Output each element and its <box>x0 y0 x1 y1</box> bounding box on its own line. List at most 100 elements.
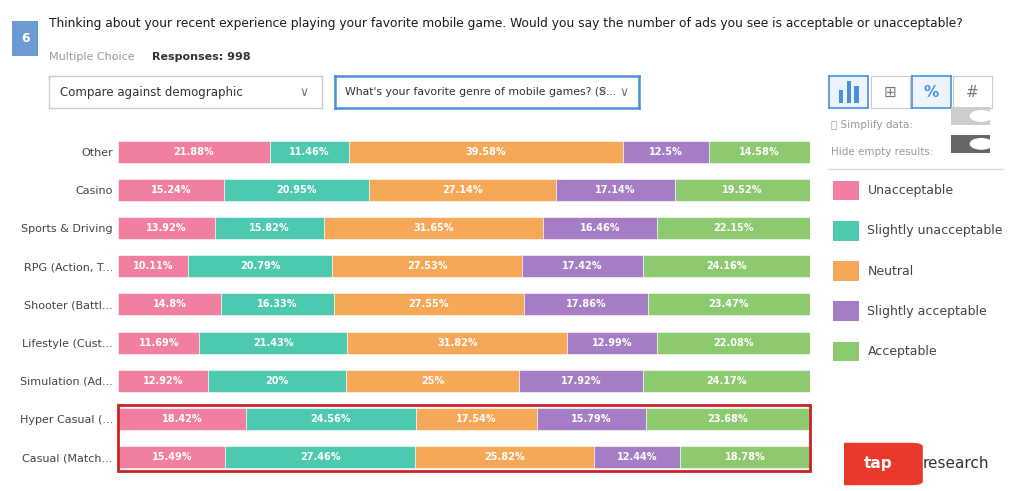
Text: 13.92%: 13.92% <box>146 223 186 233</box>
Text: 15.79%: 15.79% <box>571 414 611 424</box>
Text: 12.99%: 12.99% <box>592 338 633 348</box>
Bar <box>623 140 709 163</box>
Bar <box>118 405 810 471</box>
Bar <box>349 140 623 163</box>
Text: tap: tap <box>864 456 893 470</box>
Text: ∨: ∨ <box>619 85 629 99</box>
Text: 17.86%: 17.86% <box>566 300 606 309</box>
Text: 15.82%: 15.82% <box>249 223 289 233</box>
Bar <box>118 408 246 430</box>
Text: Slightly acceptable: Slightly acceptable <box>867 305 987 318</box>
Text: ✕: ✕ <box>598 87 607 97</box>
Bar <box>324 217 543 239</box>
Text: 12.5%: 12.5% <box>649 147 682 157</box>
Text: #: # <box>966 84 979 100</box>
Text: Neutral: Neutral <box>867 265 914 277</box>
Bar <box>118 140 270 163</box>
Text: 18.42%: 18.42% <box>162 414 203 424</box>
Text: 6: 6 <box>21 32 30 45</box>
Bar <box>200 331 348 354</box>
Bar <box>118 331 200 354</box>
Bar <box>368 179 557 201</box>
Text: 17.14%: 17.14% <box>595 185 636 195</box>
Bar <box>567 331 658 354</box>
Text: 20%: 20% <box>265 376 288 386</box>
Circle shape <box>970 110 992 121</box>
FancyBboxPatch shape <box>947 135 994 153</box>
Bar <box>657 217 810 239</box>
Bar <box>118 446 225 468</box>
Text: Multiple Choice: Multiple Choice <box>49 52 135 61</box>
Text: ∨: ∨ <box>299 85 309 99</box>
Text: What's your favorite genre of mobile games? (S...: What's your favorite genre of mobile gam… <box>345 87 615 97</box>
Bar <box>246 408 416 430</box>
Text: 27.46%: 27.46% <box>300 452 341 462</box>
Text: 18.78%: 18.78% <box>724 452 766 462</box>
Text: 25%: 25% <box>421 376 445 386</box>
Bar <box>643 370 810 392</box>
Text: ⓘ Simplify data:: ⓘ Simplify data: <box>831 120 914 130</box>
Circle shape <box>970 138 992 149</box>
Text: 19.52%: 19.52% <box>722 185 762 195</box>
Text: 22.08%: 22.08% <box>713 338 754 348</box>
Bar <box>118 293 220 316</box>
Text: 23.68%: 23.68% <box>708 414 748 424</box>
Text: Slightly unacceptable: Slightly unacceptable <box>867 224 1003 237</box>
Bar <box>118 255 188 277</box>
Bar <box>332 255 523 277</box>
Text: Unacceptable: Unacceptable <box>867 184 954 197</box>
Text: 27.14%: 27.14% <box>442 185 483 195</box>
Bar <box>416 446 594 468</box>
Bar <box>557 179 675 201</box>
Bar <box>223 179 368 201</box>
Text: %: % <box>924 84 938 100</box>
Text: 11.46%: 11.46% <box>289 147 329 157</box>
Text: 27.53%: 27.53% <box>406 261 448 271</box>
Bar <box>225 446 416 468</box>
Text: 17.54%: 17.54% <box>456 414 496 424</box>
Bar <box>847 81 851 103</box>
Text: Hide empty results:: Hide empty results: <box>831 147 934 157</box>
Text: 21.43%: 21.43% <box>253 338 293 348</box>
Bar <box>537 408 646 430</box>
Bar <box>188 255 332 277</box>
Text: 27.55%: 27.55% <box>409 300 449 309</box>
Bar <box>215 217 324 239</box>
Bar <box>709 140 810 163</box>
Bar <box>594 446 680 468</box>
Text: research: research <box>922 456 989 470</box>
Text: 12.92%: 12.92% <box>143 376 183 386</box>
Text: 17.92%: 17.92% <box>561 376 601 386</box>
Text: 21.88%: 21.88% <box>174 147 214 157</box>
Bar <box>118 179 223 201</box>
Bar <box>643 255 810 277</box>
Text: 31.82%: 31.82% <box>437 338 477 348</box>
Text: 15.24%: 15.24% <box>151 185 191 195</box>
Text: 14.8%: 14.8% <box>152 300 186 309</box>
Bar <box>519 370 643 392</box>
Bar <box>839 90 844 103</box>
Text: ⊞: ⊞ <box>884 84 896 100</box>
Bar <box>416 408 537 430</box>
FancyBboxPatch shape <box>833 443 923 485</box>
Bar <box>346 370 519 392</box>
Text: 16.33%: 16.33% <box>257 300 297 309</box>
Text: Acceptable: Acceptable <box>867 345 937 358</box>
Text: 14.58%: 14.58% <box>739 147 780 157</box>
Bar <box>543 217 657 239</box>
Bar <box>675 179 810 201</box>
Bar <box>348 331 567 354</box>
FancyBboxPatch shape <box>947 107 994 125</box>
Bar <box>647 293 810 316</box>
Text: 11.69%: 11.69% <box>139 338 179 348</box>
Text: 15.49%: 15.49% <box>151 452 192 462</box>
Bar <box>523 255 643 277</box>
Text: 24.56%: 24.56% <box>311 414 351 424</box>
Bar <box>118 370 208 392</box>
Text: 23.47%: 23.47% <box>709 300 749 309</box>
Text: Responses: 998: Responses: 998 <box>152 52 251 61</box>
Bar <box>680 446 810 468</box>
Text: 20.79%: 20.79% <box>240 261 280 271</box>
Bar <box>524 293 647 316</box>
Text: 24.16%: 24.16% <box>706 261 747 271</box>
